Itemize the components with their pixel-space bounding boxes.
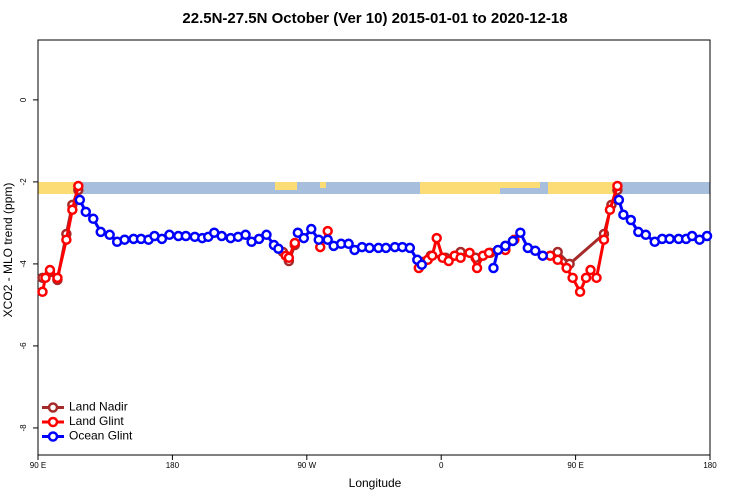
point	[426, 250, 438, 261]
chart-title: 22.5N-27.5N October (Ver 10) 2015-01-01 …	[182, 10, 567, 27]
point	[500, 240, 511, 252]
point	[537, 250, 548, 261]
point	[591, 272, 602, 284]
point	[701, 230, 713, 242]
point	[515, 227, 526, 238]
point	[73, 180, 84, 192]
point	[95, 226, 106, 238]
surface-band	[38, 182, 710, 194]
point	[364, 242, 375, 254]
point	[273, 243, 284, 254]
point	[289, 237, 301, 249]
point	[298, 232, 310, 244]
point	[104, 229, 115, 241]
point	[253, 233, 265, 245]
x-tick-label: 180	[166, 461, 180, 470]
point	[40, 272, 51, 284]
point	[306, 223, 317, 235]
point	[283, 252, 295, 264]
point	[464, 247, 475, 259]
plot-frame	[37, 39, 711, 456]
x-tick-label: 90 E	[30, 461, 46, 470]
point	[343, 238, 354, 250]
point	[44, 264, 56, 276]
point	[180, 230, 192, 242]
legend-label: Land Glint	[69, 414, 124, 428]
point	[618, 209, 629, 220]
point	[61, 234, 72, 245]
point	[567, 272, 578, 284]
point	[88, 213, 99, 225]
legend-label: Land Nadir	[69, 400, 128, 414]
point	[322, 234, 333, 245]
point	[37, 286, 48, 298]
point	[164, 229, 175, 241]
point	[431, 232, 442, 244]
point	[625, 214, 637, 226]
point	[492, 244, 504, 256]
point	[416, 259, 428, 270]
point	[507, 235, 519, 247]
point	[640, 229, 652, 241]
point	[261, 229, 272, 241]
point	[67, 204, 78, 216]
x-axis-title: Longitude	[349, 476, 402, 490]
point	[585, 264, 596, 276]
legend-marker	[47, 416, 59, 428]
point	[313, 234, 324, 245]
point	[380, 242, 392, 254]
legend-marker	[47, 402, 59, 413]
point	[216, 230, 227, 242]
point	[471, 262, 483, 274]
y-tick-label: -6	[19, 342, 28, 350]
x-tick-label: 0	[439, 461, 444, 470]
point	[455, 252, 466, 264]
x-tick-label: 90 E	[567, 461, 583, 470]
point	[119, 234, 130, 245]
legend-label: Ocean Glint	[69, 429, 133, 443]
point	[552, 254, 563, 266]
y-tick-label: -2	[19, 178, 28, 186]
x-tick-label: 180	[703, 461, 717, 470]
point	[604, 204, 616, 216]
point	[483, 247, 495, 259]
x-tick-label: 90 W	[297, 461, 316, 470]
point	[80, 206, 92, 218]
point	[404, 242, 416, 254]
y-axis-title: XCO2 - MLO trend (ppm)	[1, 183, 15, 318]
y-tick-label: -4	[19, 260, 28, 268]
point	[156, 233, 168, 245]
point	[574, 286, 586, 298]
point	[580, 272, 592, 284]
point	[530, 245, 541, 257]
point	[322, 225, 333, 237]
point	[598, 234, 610, 245]
point	[74, 194, 86, 206]
point	[488, 262, 499, 274]
y-tick-label: 0	[19, 97, 28, 102]
point	[52, 272, 63, 284]
point	[561, 262, 572, 274]
y-tick-label: -8	[19, 424, 28, 432]
point	[612, 180, 623, 192]
legend-marker	[47, 431, 59, 442]
point	[613, 194, 625, 206]
point	[664, 233, 675, 245]
point	[240, 229, 251, 241]
